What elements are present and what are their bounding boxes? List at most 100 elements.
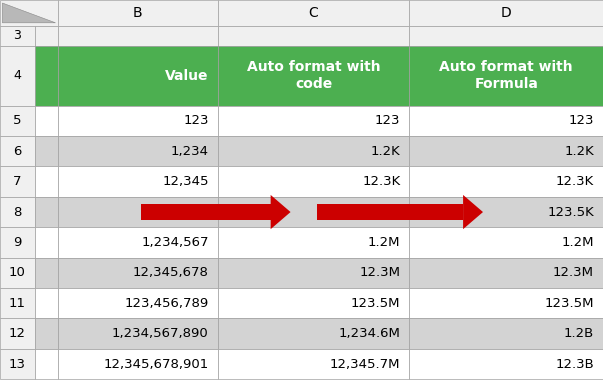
Text: 3: 3 [13,29,22,42]
Text: C: C [309,6,318,20]
Bar [0,288,35,318]
Bar [0,136,35,166]
Bar [218,136,409,166]
Bar [58,106,218,136]
Bar [409,227,603,258]
Bar [409,318,603,349]
Text: 12.3M: 12.3M [553,266,594,279]
Bar [218,197,409,227]
Text: 10: 10 [9,266,26,279]
Bar [58,258,218,288]
Bar [35,136,58,166]
Text: Auto format with
code: Auto format with code [247,60,380,91]
Text: 12.3K: 12.3K [362,175,400,188]
Bar [409,288,603,318]
Bar [409,349,603,379]
Bar [0,227,35,258]
Text: 12,345: 12,345 [162,175,209,188]
Text: Value: Value [165,69,209,82]
Text: 12,345,678: 12,345,678 [133,266,209,279]
Text: 1.2B: 1.2B [564,327,594,340]
Bar [218,106,409,136]
Text: 1,234,567: 1,234,567 [141,236,209,249]
Bar [218,349,409,379]
Text: 1,234.6M: 1,234.6M [338,327,400,340]
Text: 12.3K: 12.3K [556,175,594,188]
Text: Auto format with
Formula: Auto format with Formula [440,60,573,91]
Bar [0,166,35,197]
Bar [58,136,218,166]
Bar [218,0,409,26]
Bar [218,26,409,46]
Text: 123.5M: 123.5M [351,297,400,310]
Bar [0,106,35,136]
Text: 123,456: 123,456 [154,206,209,218]
Bar [35,46,58,106]
Text: 7: 7 [13,175,22,188]
Text: 6: 6 [13,145,22,158]
Bar [218,288,409,318]
Text: 123: 123 [183,114,209,127]
Text: 12,345.7M: 12,345.7M [330,358,400,370]
Bar [0,26,35,46]
Bar [0,0,58,26]
Text: 11: 11 [9,297,26,310]
Bar [0,349,35,379]
Bar [141,204,271,220]
Bar [35,26,58,46]
Bar [0,46,35,106]
Bar [218,258,409,288]
Text: 12.3M: 12.3M [359,266,400,279]
Text: 4: 4 [13,69,22,82]
Bar [35,318,58,349]
Text: 123.5M: 123.5M [545,297,594,310]
Text: 12,345,678,901: 12,345,678,901 [103,358,209,370]
Bar [409,0,603,26]
Bar [35,227,58,258]
Bar [0,197,35,227]
Bar [35,258,58,288]
Text: 12.3B: 12.3B [555,358,594,370]
Text: 1,234,567,890: 1,234,567,890 [112,327,209,340]
Bar [409,136,603,166]
Text: 13: 13 [9,358,26,370]
Bar [0,318,35,349]
Bar [58,227,218,258]
Text: 12: 12 [9,327,26,340]
Bar [218,227,409,258]
Bar [58,0,218,26]
Bar [58,318,218,349]
Polygon shape [463,195,483,229]
Text: 1,234: 1,234 [171,145,209,158]
Bar [0,258,35,288]
Polygon shape [2,3,55,23]
Bar [58,166,218,197]
Text: 123.5K: 123.5K [547,206,594,218]
Bar [58,26,218,46]
Bar [35,349,58,379]
Bar [58,288,218,318]
Bar [218,318,409,349]
Text: 123: 123 [375,114,400,127]
Bar [35,197,58,227]
Bar [409,166,603,197]
Text: 8: 8 [13,206,22,218]
Text: 123: 123 [569,114,594,127]
Bar [409,46,603,106]
Text: 9: 9 [13,236,22,249]
Bar [218,166,409,197]
Bar [58,349,218,379]
Bar [409,197,603,227]
Bar [409,258,603,288]
Polygon shape [271,195,291,229]
Bar [35,166,58,197]
Bar [409,106,603,136]
Bar [35,288,58,318]
Text: 123.5K: 123.5K [353,206,400,218]
Bar [58,46,218,106]
Bar [409,26,603,46]
Text: D: D [501,6,511,20]
Text: 1.2M: 1.2M [561,236,594,249]
Text: 1.2M: 1.2M [368,236,400,249]
Text: 5: 5 [13,114,22,127]
